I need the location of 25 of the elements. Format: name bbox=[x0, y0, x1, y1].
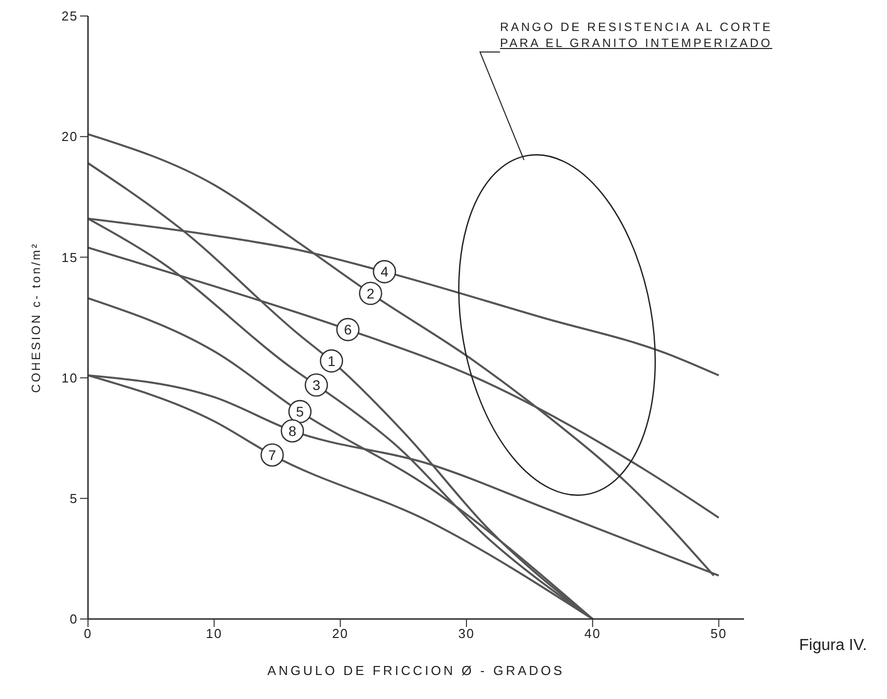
x-tick-label: 50 bbox=[710, 626, 728, 642]
annotation: 1 bbox=[328, 352, 336, 369]
y-tick-label: 10 bbox=[62, 370, 78, 386]
x-tick-label: 30 bbox=[458, 626, 475, 642]
y-axis-title: COHESION c- ton/m² bbox=[29, 242, 43, 393]
annotation: 2 bbox=[366, 285, 375, 302]
x-tick-label: 0 bbox=[84, 626, 92, 642]
annotation: 7 bbox=[268, 446, 276, 463]
y-tick-label: 15 bbox=[62, 250, 78, 265]
x-tick-label: 10 bbox=[206, 626, 222, 642]
y-tick-label: 20 bbox=[62, 129, 78, 144]
y-tick-label: 25 bbox=[62, 8, 78, 24]
line-series bbox=[88, 133, 715, 577]
annotation: 3 bbox=[312, 376, 320, 393]
y-tick-label: 0 bbox=[70, 612, 78, 627]
annotation: 4 bbox=[380, 264, 389, 280]
annotation: 8 bbox=[288, 422, 296, 439]
annotation: RANGO DE RESISTENCIA AL CORTE PARA EL GRANITO INTEMPERIZADO bbox=[500, 19, 773, 51]
x-tick-label: 20 bbox=[332, 626, 349, 642]
text: Figura IV. bbox=[799, 637, 867, 655]
annotation: 6 bbox=[344, 321, 352, 338]
y-tick-label: 5 bbox=[70, 491, 78, 506]
x-axis-title: ANGULO DE FRICCION Ø - GRADOS bbox=[267, 663, 565, 678]
x-tick-label: 40 bbox=[584, 626, 601, 642]
annotation: 5 bbox=[296, 403, 304, 420]
